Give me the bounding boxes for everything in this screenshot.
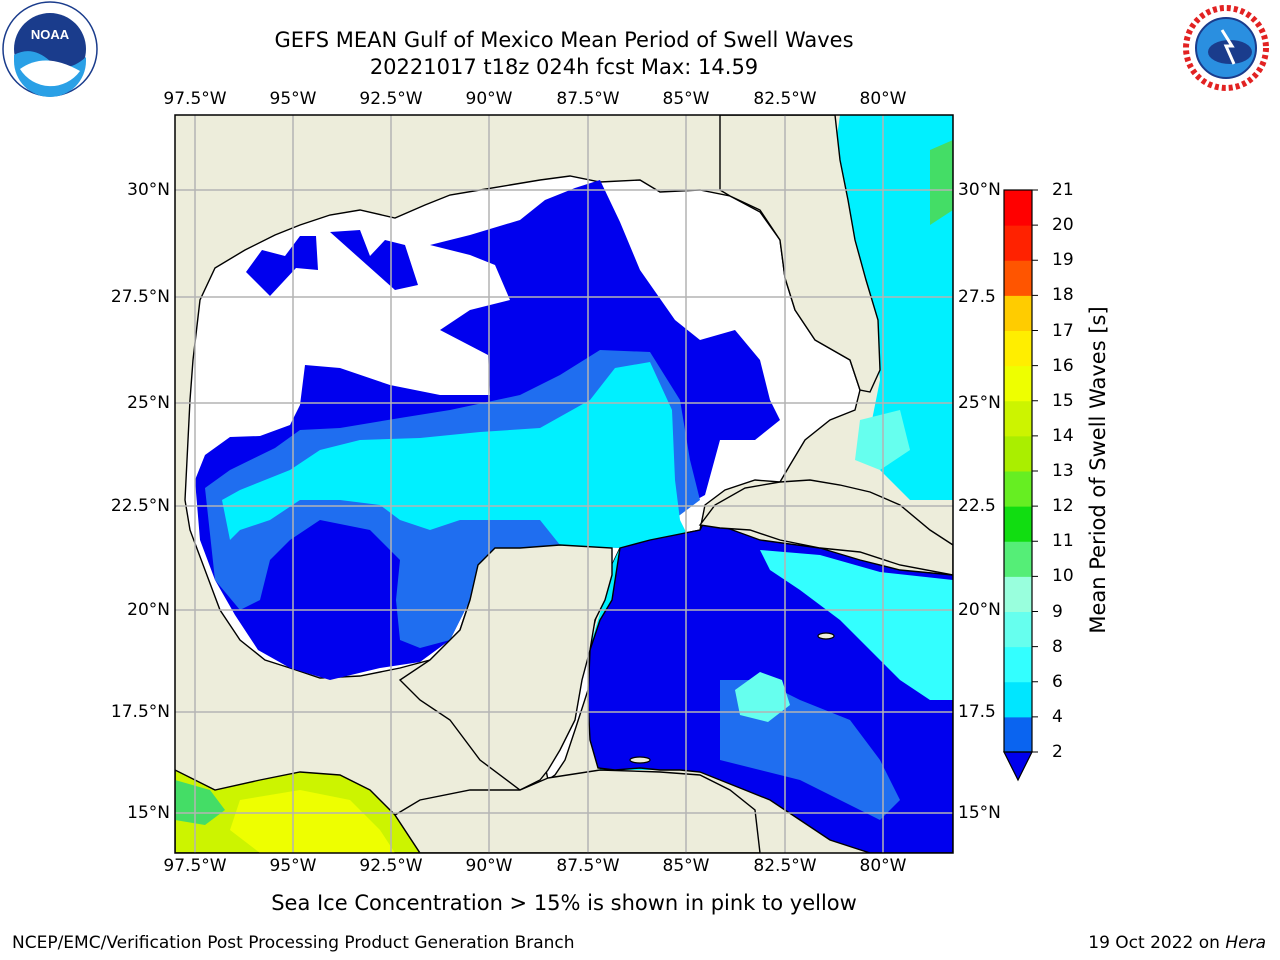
colorbar-extend-arrow [1003, 751, 1033, 782]
colorbar-segment [1004, 646, 1032, 683]
lat-tick-right: 17.5 [958, 702, 998, 722]
lon-tick-top: 90°W [465, 89, 513, 109]
colorbar-tick-label: 21 [1052, 180, 1074, 200]
colorbar-segment [1004, 400, 1032, 437]
lon-tick-bottom: 80°W [859, 856, 907, 876]
colorbar-segment [1004, 435, 1032, 472]
colorbar-tick-label: 19 [1052, 250, 1074, 271]
lon-tick-top: 82.5°W [753, 89, 817, 109]
lat-tick-left: 17.5°N [110, 702, 170, 722]
colorbar-segment [1004, 576, 1032, 612]
atlantic-green [930, 140, 953, 225]
lat-tick-right: 22.5 [958, 496, 998, 516]
colorbar-segment [1004, 365, 1032, 402]
graticule [175, 115, 953, 853]
colorbar-segment [1004, 260, 1032, 296]
map-layers [175, 115, 953, 853]
cayman-islands [629, 756, 651, 764]
colorbar-tick-label: 10 [1052, 566, 1074, 587]
colorbar-segment [1004, 295, 1032, 331]
lat-tick-right: 25°N [958, 393, 1003, 413]
colorbar-tick-label: 4 [1052, 706, 1063, 727]
colorbar-tick-label: 20 [1052, 215, 1074, 236]
run-date-text: 19 Oct 2022 on [1088, 933, 1220, 953]
lon-tick-bottom: 97.5°W [163, 856, 227, 876]
colorbar-tick-label: 2 [1052, 742, 1063, 762]
lon-tick-top: 80°W [859, 89, 907, 109]
map-subtitle: 20221017 t18z 024h fcst Max: 14.59 [369, 55, 759, 79]
colorbar [1003, 189, 1038, 782]
lat-tick-right: 15°N [958, 803, 1003, 823]
pacific-yellow [230, 790, 395, 853]
colorbar-tick-label: 17 [1052, 320, 1074, 341]
yucatan [398, 544, 613, 791]
colorbar-label: Mean Period of Swell Waves [s] [1086, 306, 1110, 634]
colorbar-segment [1004, 190, 1032, 226]
caribbean-cyan [760, 550, 953, 700]
colorbar-tick-label: 9 [1052, 601, 1063, 622]
credit-text: NCEP/EMC/Verification Post Processing Pr… [12, 933, 575, 953]
colorbar-tick-label: 6 [1052, 671, 1063, 692]
host-name: Hera [1225, 933, 1266, 953]
lat-tick-left: 20°N [127, 600, 170, 620]
lat-tick-left: 30°N [127, 180, 170, 200]
lat-tick-left: 15°N [127, 803, 170, 823]
colorbar-segment [1004, 681, 1032, 718]
lat-tick-left: 22.5°N [110, 496, 170, 516]
run-date: 19 Oct 2022 on Hera [1088, 933, 1266, 953]
colorbar-segment [1004, 541, 1032, 577]
lon-tick-bottom: 95°W [269, 856, 317, 876]
colorbar-segment [1004, 225, 1032, 261]
caribbean-lightcyan [735, 672, 790, 722]
colorbar-tick-label: 13 [1052, 461, 1074, 481]
colorbar-tick-label: 11 [1052, 531, 1074, 552]
lon-tick-top: 97.5°W [163, 89, 227, 109]
colorbar-tick-label: 15 [1052, 390, 1074, 411]
lat-tick-right: 27.5 [958, 287, 998, 307]
sea-ice-note: Sea Ice Concentration > 15% is shown in … [271, 891, 857, 915]
colorbar-tick-label: 14 [1052, 425, 1074, 446]
colorbar-segment [1004, 716, 1032, 753]
colorbar-segment [1004, 611, 1032, 648]
lat-tick-left: 27.5°N [110, 287, 170, 307]
map-frame [174, 114, 954, 854]
lat-tick-left: 25°N [127, 393, 170, 413]
colorbar-tick-label: 12 [1052, 496, 1074, 517]
swell-blue-n-patch [330, 230, 418, 290]
lon-tick-top: 92.5°W [359, 89, 423, 109]
colorbar-segment [1004, 471, 1032, 507]
lon-tick-bottom: 90°W [465, 856, 513, 876]
colorbar-segment [1004, 506, 1032, 542]
colorbar-tick-label: 16 [1052, 355, 1074, 376]
lon-tick-bottom: 87.5°W [556, 856, 620, 876]
central-america [394, 769, 761, 853]
swell-blue-nw-patch [246, 236, 318, 296]
lon-tick-bottom: 92.5°W [359, 856, 423, 876]
lon-tick-top: 87.5°W [556, 89, 620, 109]
cuba [698, 479, 953, 576]
colorbar-segment [1004, 330, 1032, 367]
lat-tick-right: 30°N [958, 180, 1003, 200]
isla-de-la-juventud [817, 632, 835, 640]
lon-tick-top: 85°W [662, 89, 710, 109]
lon-tick-bottom: 82.5°W [753, 856, 817, 876]
colorbar-tick-label: 18 [1052, 285, 1074, 306]
colorbar-tick-label: 8 [1052, 636, 1063, 657]
lon-tick-bottom: 85°W [662, 856, 710, 876]
lon-tick-top: 95°W [269, 89, 317, 109]
lat-tick-right: 20°N [958, 600, 1003, 620]
map-title: GEFS MEAN Gulf of Mexico Mean Period of … [274, 28, 854, 52]
